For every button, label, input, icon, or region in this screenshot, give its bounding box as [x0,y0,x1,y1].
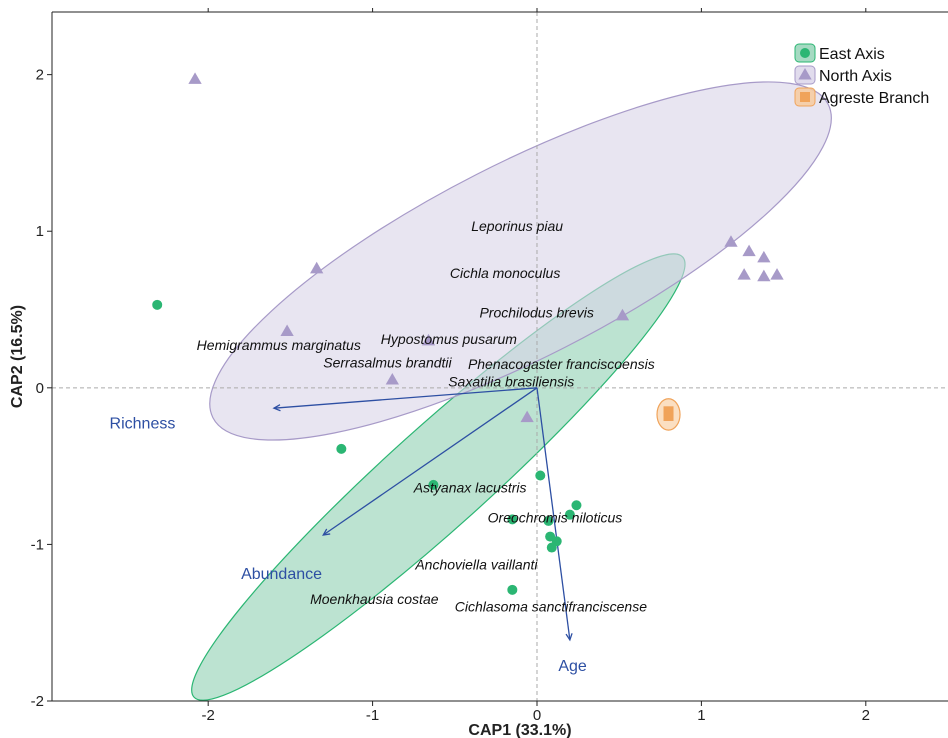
x-tick-label: -2 [202,707,215,724]
point-north-axis-9 [757,250,771,263]
point-north-axis-11 [757,269,771,282]
point-east-axis-4 [571,500,582,511]
vector-arrowhead-abundance [322,528,331,536]
vector-label-age: Age [558,658,587,675]
species-label: Hypostomus pusarum [381,331,518,347]
point-east-axis-10 [546,542,557,553]
point-north-axis-1 [310,261,324,274]
point-north-axis-7 [724,235,738,247]
species-label: Oreochromis niloticus [488,509,623,525]
legend-label: North Axis [819,68,892,85]
species-label: Leporinus piau [471,218,563,234]
species-label: Prochilodus brevis [479,304,593,320]
legend-marker-east-axis [800,48,810,58]
point-east-axis-2 [428,479,439,490]
species-label: Moenkhausia costae [310,591,439,607]
species-label: Hemigrammus marginatus [197,337,361,353]
y-tick-label: -1 [31,536,44,553]
point-east-axis-1 [336,443,347,454]
y-tick-label: 1 [36,223,44,240]
y-tick-label: 2 [36,67,44,84]
point-east-axis-6 [507,514,518,525]
x-tick-label: 0 [533,707,541,724]
x-axis-title: CAP1 (33.1%) [468,722,571,738]
environmental-vectors: Richness Abundance Age [110,387,587,675]
point-north-axis-4 [421,333,436,346]
vector-arrow-richness [273,387,538,409]
point-north-axis-3 [385,372,399,385]
point-east-axis-11 [507,584,518,595]
point-north-axis-12 [770,268,784,280]
point-north-axis-6 [615,308,630,321]
vector-arrow-abundance [322,387,538,536]
point-east-axis-5 [564,509,575,520]
point-east-axis-3 [535,470,546,481]
species-label: Anchoviella vaillanti [414,556,538,572]
y-tick-label: -2 [31,693,44,710]
species-label: Serrasalmus brandtii [323,354,452,370]
y-axis-title: CAP2 (16.5%) [9,305,26,408]
x-tick-label: -1 [366,707,379,724]
point-north-axis-2 [280,324,294,336]
point-east-axis-7 [543,515,554,526]
vector-arrowhead-richness [272,404,281,412]
species-label: Cichlasoma sanctifranciscense [455,599,647,615]
point-north-axis-0 [188,72,202,84]
reference-lines [52,12,948,701]
legend: East Axis North Axis Agreste Branch [794,43,929,107]
species-label: Astyanax lacustris [413,480,527,496]
point-north-axis-8 [742,244,756,257]
axes: -2 -1 0 1 2 -2 -1 0 1 2 CAP1 (33.1%) CAP2 (16.5%) [9,8,948,738]
x-tick-label: 1 [697,707,705,724]
point-north-axis-5 [520,410,534,423]
point-east-axis-0 [152,299,163,310]
species-labels: Leporinus piau Cichla monoculus Prochilodu… [197,218,655,615]
legend-marker-agreste-branch [800,92,810,102]
sample-points [152,72,784,595]
vector-label-richness: Richness [110,416,176,433]
vector-label-abundance: Abundance [241,566,322,583]
group-ellipses [191,81,832,701]
species-label: Saxatilia brasiliensis [448,373,574,389]
y-tick-label: 0 [36,380,44,397]
point-north-axis-10 [737,268,751,280]
legend-label: Agreste Branch [819,90,929,107]
legend-marker-north-axis [798,68,812,80]
vector-arrow-age [536,387,571,641]
legend-label: East Axis [819,46,885,63]
point-agreste-branch-1 [663,411,674,422]
x-tick-label: 2 [862,707,870,724]
species-label: Cichla monoculus [450,265,561,281]
ellipse-north-axis [209,81,832,441]
vector-arrowhead-age [565,633,573,642]
species-label: Phenacogaster franciscoensis [468,356,655,372]
